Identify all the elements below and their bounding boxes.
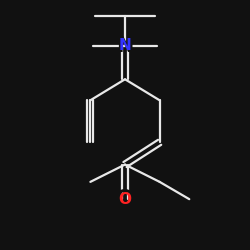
Text: N: N	[116, 36, 134, 56]
Text: O: O	[116, 189, 134, 209]
Text: O: O	[118, 192, 132, 207]
Text: N: N	[119, 38, 132, 54]
